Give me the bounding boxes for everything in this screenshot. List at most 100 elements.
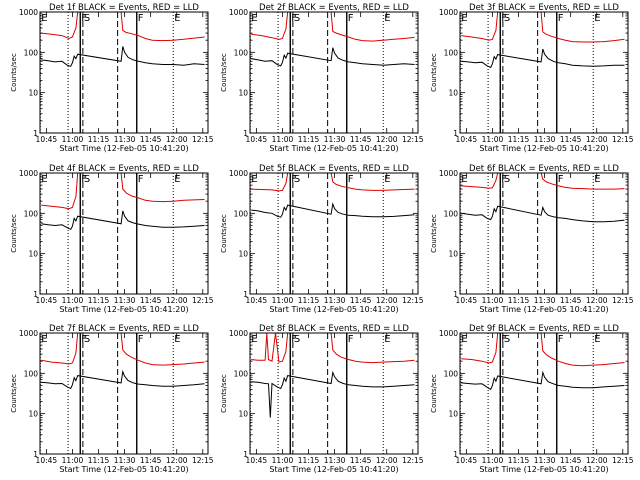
marker-label: F (138, 13, 144, 24)
marker-label: F (348, 174, 354, 185)
x-tick-label: 10:45 (36, 456, 58, 465)
x-tick-label: 11:15 (298, 296, 320, 305)
y-axis-label: Counts/sec (10, 53, 18, 92)
series-line-2 (251, 47, 415, 67)
chart-title: Det 6f BLACK = Events, RED = LLD (469, 164, 619, 174)
marker-label: F (501, 13, 507, 24)
marker-label: E (461, 13, 467, 24)
x-tick-label: 12:15 (192, 135, 214, 144)
series-line-1 (251, 173, 415, 192)
series-line-2 (461, 48, 625, 69)
y-tick-label: 1 (33, 290, 38, 299)
x-tick-label: 10:45 (246, 296, 268, 305)
marker-label: F (501, 334, 507, 345)
x-tick-label: 11:00 (482, 456, 504, 465)
x-axis-label: Start Time (12-Feb-05 10:41:20) (479, 465, 608, 474)
y-tick-label: 1 (453, 450, 458, 459)
x-axis-label: Start Time (12-Feb-05 10:41:20) (59, 305, 188, 314)
marker-label: F (81, 334, 87, 345)
x-tick-label: 11:30 (114, 296, 136, 305)
x-tick-label: 11:45 (350, 135, 372, 144)
y-tick-label: 1000 (19, 169, 38, 178)
y-tick-label: 1 (243, 450, 248, 459)
series-line-2 (461, 370, 625, 391)
x-tick-label: 11:00 (62, 135, 84, 144)
plot-frame (249, 11, 419, 134)
marker-label: E (594, 334, 600, 345)
marker-label: F (81, 13, 87, 24)
y-axis-label: Counts/sec (10, 374, 18, 413)
x-tick-label: 11:45 (140, 296, 162, 305)
series-line-2 (251, 202, 415, 218)
marker-label: F (558, 13, 564, 24)
x-axis-label: Start Time (12-Feb-05 10:41:20) (479, 144, 608, 153)
x-tick-label: 11:30 (114, 135, 136, 144)
y-tick-label: 100 (234, 209, 249, 218)
x-tick-label: 11:15 (298, 456, 320, 465)
series-line-2 (461, 205, 625, 223)
x-tick-label: 11:15 (88, 456, 110, 465)
marker-label: E (384, 174, 390, 185)
marker-label: F (138, 334, 144, 345)
y-tick-label: 10 (28, 250, 38, 259)
y-tick-label: 1 (453, 129, 458, 138)
y-tick-label: 10 (448, 410, 458, 419)
marker-label: F (558, 174, 564, 185)
marker-label: F (291, 174, 297, 185)
x-tick-label: 11:15 (508, 296, 530, 305)
x-tick-label: 11:30 (324, 456, 346, 465)
x-tick-label: 11:45 (560, 296, 582, 305)
marker-label: E (384, 334, 390, 345)
y-tick-label: 1000 (439, 169, 458, 178)
series-line-1 (251, 12, 415, 42)
marker-label: E (41, 13, 47, 24)
marker-label: E (594, 13, 600, 24)
plot-frame (39, 332, 209, 455)
marker-label: E (251, 13, 257, 24)
x-tick-label: 11:30 (534, 135, 556, 144)
marker-label: E (174, 174, 180, 185)
y-tick-label: 100 (24, 369, 39, 378)
y-tick-label: 1 (33, 129, 38, 138)
x-tick-label: 12:15 (192, 296, 214, 305)
x-axis-label: Start Time (12-Feb-05 10:41:20) (269, 144, 398, 153)
plot-frame (249, 332, 419, 455)
x-tick-label: 10:45 (36, 135, 58, 144)
series-line-2 (41, 369, 205, 390)
x-tick-label: 11:00 (482, 135, 504, 144)
y-tick-label: 1000 (229, 169, 248, 178)
chart-title: Det 4f BLACK = Events, RED = LLD (49, 164, 199, 174)
x-tick-label: 11:00 (482, 296, 504, 305)
x-tick-label: 12:00 (166, 456, 188, 465)
marker-label: F (291, 13, 297, 24)
x-tick-label: 12:00 (586, 135, 608, 144)
y-tick-label: 100 (24, 48, 39, 57)
marker-label: E (41, 174, 47, 185)
x-tick-label: 11:45 (350, 456, 372, 465)
y-tick-label: 1000 (229, 329, 248, 338)
chart-title: Det 7f BLACK = Events, RED = LLD (49, 324, 199, 334)
y-tick-label: 100 (24, 209, 39, 218)
chart-title: Det 2f BLACK = Events, RED = LLD (259, 3, 409, 13)
marker-label: E (461, 174, 467, 185)
x-tick-label: 12:00 (376, 296, 398, 305)
y-axis-label: Counts/sec (10, 214, 18, 253)
marker-label: S (84, 174, 90, 185)
chart-title: Det 9f BLACK = Events, RED = LLD (469, 324, 619, 334)
x-axis-label: Start Time (12-Feb-05 10:41:20) (59, 144, 188, 153)
marker-label: S (84, 334, 90, 345)
y-tick-label: 100 (234, 48, 249, 57)
x-tick-label: 11:30 (324, 296, 346, 305)
series-line-1 (41, 12, 205, 42)
x-tick-label: 12:15 (612, 135, 634, 144)
marker-label: E (174, 13, 180, 24)
marker-label: S (294, 334, 300, 345)
x-axis-label: Start Time (12-Feb-05 10:41:20) (479, 305, 608, 314)
series-line-1 (41, 333, 205, 366)
y-tick-label: 10 (28, 89, 38, 98)
